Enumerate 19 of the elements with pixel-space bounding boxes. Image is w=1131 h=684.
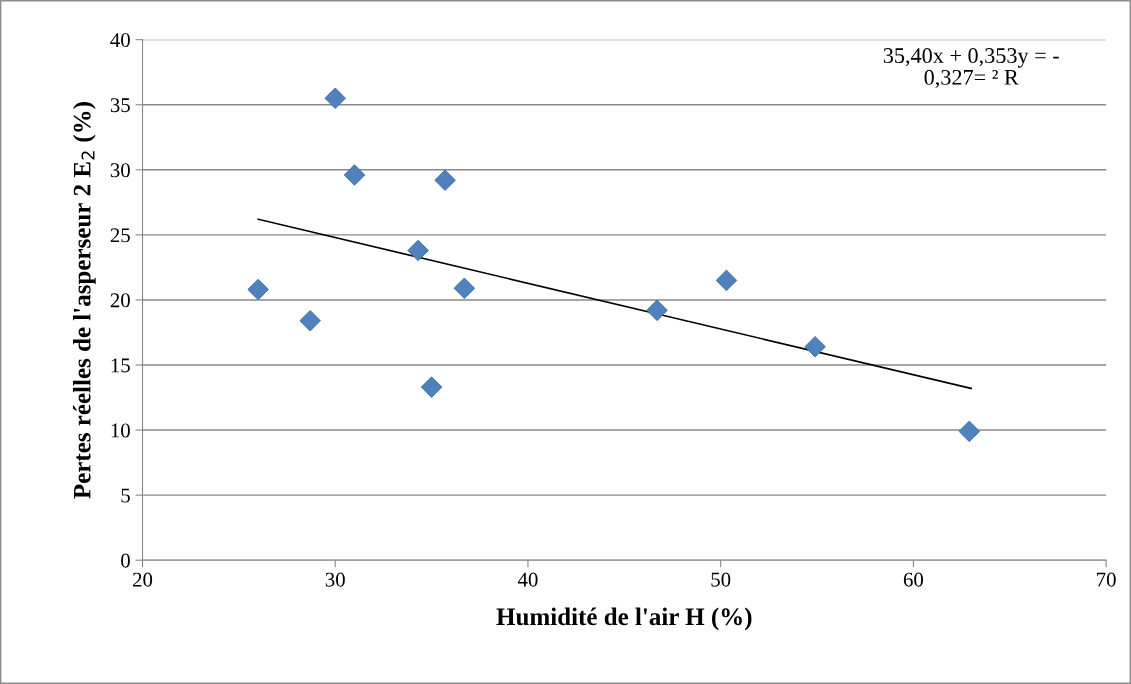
y-tick-label: 15 bbox=[111, 358, 130, 373]
x-tick-label: 50 bbox=[711, 572, 731, 587]
y-tick-label: 30 bbox=[110, 163, 130, 178]
x-tick-label: 60 bbox=[903, 572, 924, 587]
x-tick-label: 30 bbox=[325, 572, 345, 587]
y-tick-label: 5 bbox=[121, 488, 130, 503]
y-axis-title: Pertes réelles de l'asperseur 2 E$_{2}$ (%) bbox=[72, 102, 96, 499]
y-tick-label: 25 bbox=[110, 228, 130, 243]
point bbox=[715, 269, 738, 292]
y-tick-label: 40 bbox=[110, 33, 130, 48]
y-tick-label: 20 bbox=[110, 293, 130, 308]
y-tick-label: 10 bbox=[111, 423, 130, 438]
y-tick-label: 0 bbox=[121, 553, 130, 568]
x-tick-label: 20 bbox=[133, 572, 153, 587]
y-tick-label: 35 bbox=[110, 98, 130, 113]
x-tick-label: 40 bbox=[517, 572, 538, 587]
x-axis-title: Humidité de l'air H (%) bbox=[496, 607, 752, 631]
annotation: 35,40x + 0,353y = - 0,327= ² R bbox=[883, 48, 1059, 89]
x-tick-label: 70 bbox=[1097, 572, 1116, 587]
